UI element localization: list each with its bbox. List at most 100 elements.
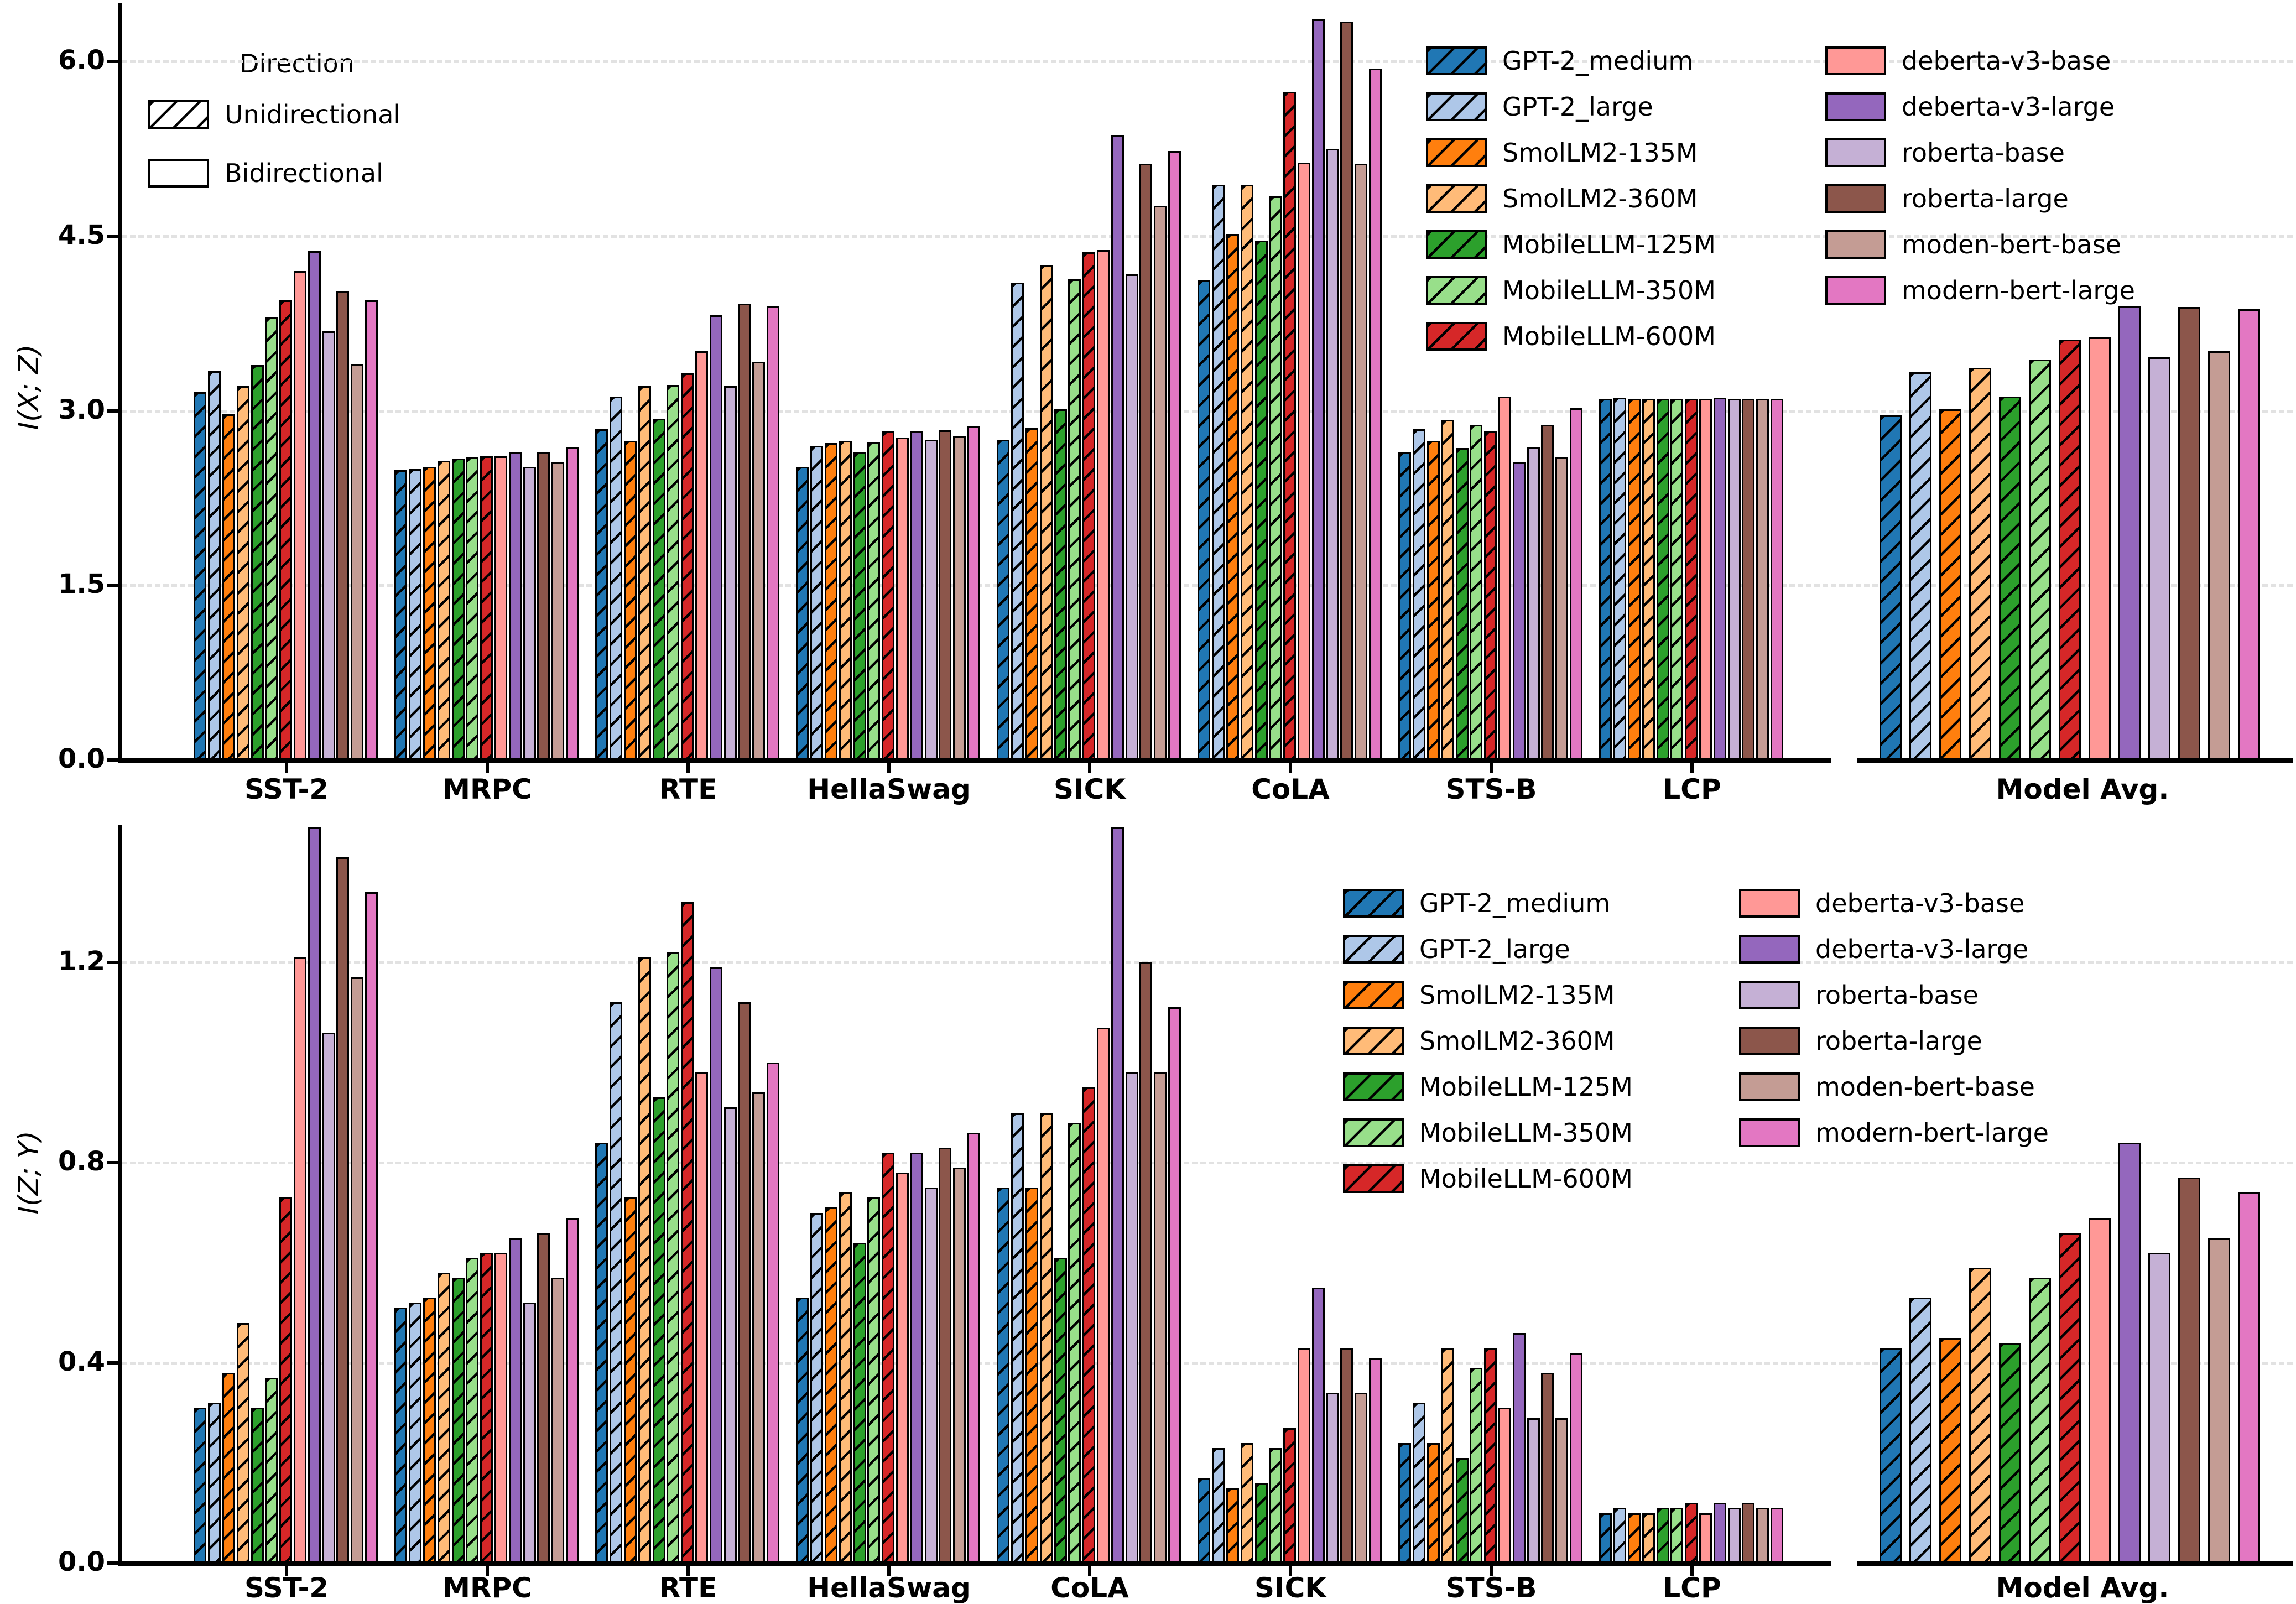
bar-roberta-base	[322, 331, 335, 760]
bar-moden-bert-base	[1355, 164, 1368, 760]
swatch-SmolLM2-135M	[1426, 138, 1487, 167]
bar-deberta-v3-base	[695, 1072, 708, 1563]
y-tickmark	[107, 1161, 118, 1164]
bar-roberta-large	[939, 1147, 952, 1563]
legend-item-label: GPT-2_medium	[1502, 46, 1694, 76]
x-category-label: RTE	[659, 1572, 717, 1604]
bar-deberta-v3-large	[2118, 306, 2141, 760]
legend-item-label: MobileLLM-600M	[1419, 1164, 1633, 1194]
bar-roberta-base	[2148, 357, 2170, 760]
bar-MobileLLM-600M	[1484, 1347, 1497, 1563]
swatch-deberta-v3-base	[1825, 46, 1886, 75]
bar-MobileLLM-600M	[279, 300, 293, 760]
bar-MobileLLM-125M	[1455, 1457, 1469, 1563]
legend-item-label: GPT-2_large	[1502, 92, 1653, 122]
bar-roberta-base	[1727, 1508, 1741, 1563]
gridline-y0.8	[122, 1162, 2293, 1164]
swatch-MobileLLM-600M	[1426, 322, 1487, 351]
x-category-label: SICK	[1254, 1572, 1327, 1604]
bar-MobileLLM-125M	[1656, 399, 1669, 760]
bar-MobileLLM-350M	[1068, 1122, 1081, 1563]
bar-moden-bert-base	[351, 364, 364, 760]
bar-MobileLLM-600M	[1484, 431, 1497, 760]
bar-modern-bert-large	[365, 300, 378, 760]
swatch-roberta-large	[1825, 184, 1886, 213]
bar-MobileLLM-125M	[1999, 397, 2021, 760]
bar-deberta-v3-large	[1111, 134, 1124, 760]
bar-roberta-base	[523, 1303, 536, 1563]
y-tick-label: 0.8	[58, 1146, 105, 1177]
bar-deberta-v3-large	[1311, 19, 1325, 760]
legend-item-label: GPT-2_large	[1419, 934, 1570, 964]
left-spine	[118, 3, 122, 762]
x-category-label: RTE	[659, 773, 717, 805]
gridline-y1.2	[122, 961, 2293, 964]
bar-roberta-base	[322, 1032, 335, 1563]
x-tickmark	[285, 763, 288, 773]
legend-item-label: roberta-large	[1815, 1026, 1982, 1056]
bar-SmolLM2-360M	[839, 441, 852, 760]
legend-item-label: Bidirectional	[225, 158, 383, 188]
bar-MobileLLM-125M	[1656, 1508, 1669, 1563]
x-category-label: CoLA	[1050, 1572, 1129, 1604]
bar-modern-bert-large	[1368, 68, 1382, 760]
bar-GPT-2_large	[1909, 372, 1931, 760]
bar-MobileLLM-125M	[853, 452, 866, 760]
bar-roberta-base	[723, 386, 737, 760]
bar-deberta-v3-large	[910, 431, 923, 760]
legend-item-label: deberta-v3-base	[1902, 46, 2111, 76]
y-tick-label: 1.2	[58, 946, 105, 977]
bar-roberta-base	[2148, 1252, 2170, 1563]
bar-GPT-2_large	[208, 371, 221, 760]
y-tickmark	[107, 234, 118, 238]
bar-deberta-v3-large	[1713, 398, 1726, 760]
x-category-label: MRPC	[442, 1572, 532, 1604]
bar-MobileLLM-350M	[466, 1257, 479, 1563]
bar-GPT-2_medium	[394, 1308, 408, 1563]
bar-SmolLM2-360M	[1039, 265, 1053, 760]
bar-GPT-2_medium	[1198, 280, 1211, 760]
bar-MobileLLM-600M	[882, 431, 895, 760]
bar-SmolLM2-360M	[1240, 185, 1253, 760]
gridline-y0.4	[122, 1362, 2293, 1365]
bar-GPT-2_medium	[194, 392, 207, 760]
bar-MobileLLM-600M	[882, 1152, 895, 1563]
bar-SmolLM2-360M	[638, 386, 651, 760]
bar-moden-bert-base	[1154, 206, 1167, 760]
bar-roberta-large	[738, 303, 751, 760]
bar-SmolLM2-360M	[1642, 399, 1655, 760]
x-tickmark	[1690, 763, 1694, 773]
x-category-label: CoLA	[1251, 773, 1330, 805]
bar-SmolLM2-360M	[236, 386, 249, 760]
bar-GPT-2_medium	[1198, 1478, 1211, 1563]
bar-SmolLM2-135M	[1627, 399, 1641, 760]
bar-deberta-v3-base	[1699, 1513, 1712, 1563]
bar-MobileLLM-600M	[1685, 1503, 1698, 1563]
x-category-label: SST-2	[244, 1572, 329, 1604]
bar-modern-bert-large	[766, 1063, 779, 1563]
gridline-y6.0	[122, 60, 2293, 63]
bar-deberta-v3-large	[508, 1237, 522, 1563]
left-spine	[118, 825, 122, 1565]
bar-roberta-large	[1742, 399, 1755, 760]
bar-MobileLLM-600M	[681, 902, 694, 1563]
x-tickmark	[1088, 1566, 1091, 1576]
bar-deberta-v3-base	[1096, 1027, 1110, 1563]
bar-MobileLLM-125M	[251, 1408, 264, 1563]
swatch-GPT-2_medium	[1343, 889, 1404, 918]
x-tickmark	[1690, 1566, 1694, 1576]
x-category-label-model-avg: Model Avg.	[1996, 773, 2169, 805]
unidirectional-swatch	[148, 100, 209, 129]
bar-MobileLLM-350M	[2029, 1278, 2051, 1563]
bar-modern-bert-large	[565, 446, 579, 760]
bar-roberta-base	[523, 466, 536, 760]
x-category-label: HellaSwag	[807, 773, 971, 805]
bar-deberta-v3-base	[695, 351, 708, 760]
bar-roberta-base	[1527, 1418, 1540, 1563]
bar-SmolLM2-135M	[623, 441, 637, 760]
y-tick-label: 0.4	[58, 1346, 105, 1377]
swatch-deberta-v3-large	[1739, 935, 1800, 964]
bar-SmolLM2-360M	[1642, 1513, 1655, 1563]
swatch-MobileLLM-600M	[1343, 1164, 1404, 1193]
y-tickmark	[107, 1561, 118, 1565]
